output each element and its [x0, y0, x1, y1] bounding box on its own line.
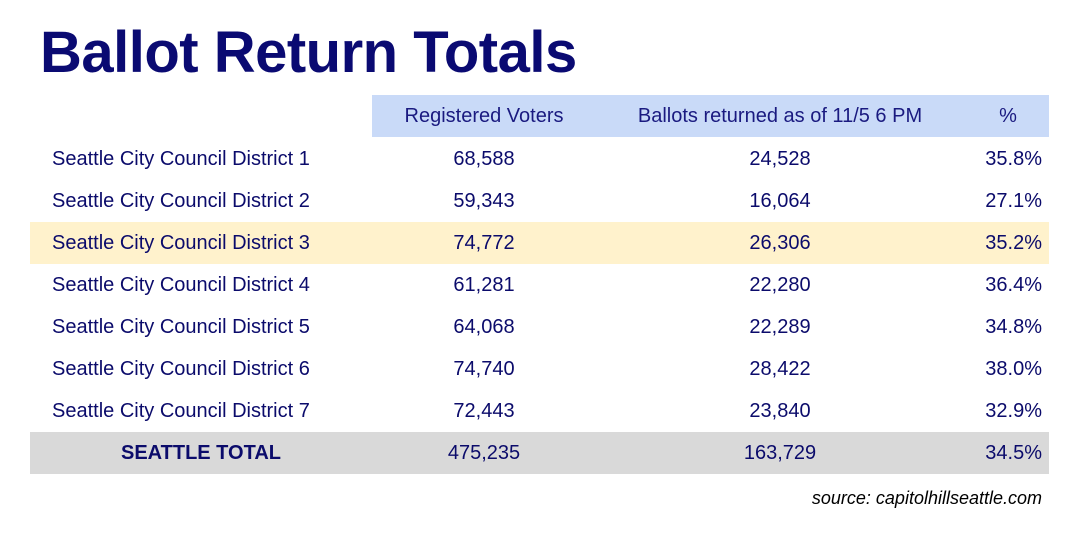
cell: 23,840: [749, 400, 811, 422]
cell: 59,343: [453, 190, 515, 212]
cell: 64,068: [453, 316, 515, 338]
cell: 22,289: [749, 316, 811, 338]
title: Ballot Return Totals: [40, 20, 577, 85]
highlight-band: [30, 222, 1049, 264]
header-cell: Registered Voters: [404, 105, 564, 127]
total-cell: 34.5%: [985, 442, 1042, 464]
cell: 68,588: [453, 148, 515, 170]
row-label: Seattle City Council District 4: [52, 274, 310, 296]
cell: 61,281: [453, 274, 515, 296]
row-label: Seattle City Council District 7: [52, 400, 310, 422]
cell: 28,422: [749, 358, 811, 380]
cell: 72,443: [453, 400, 515, 422]
cell: 34.8%: [985, 316, 1042, 338]
cell: 35.8%: [985, 148, 1042, 170]
row-label: Seattle City Council District 5: [52, 316, 310, 338]
total-cell: 475,235: [447, 442, 521, 464]
cell: 74,772: [453, 232, 515, 254]
header-cell: %: [999, 105, 1017, 127]
row-label: Seattle City Council District 1: [52, 148, 310, 170]
cell: 74,740: [453, 358, 515, 380]
cell: 16,064: [749, 190, 811, 212]
cell: 36.4%: [985, 274, 1042, 296]
cell: 35.2%: [985, 232, 1042, 254]
header-cell: Ballots returned as of 11/5 6 PM: [637, 105, 923, 127]
row-label: Seattle City Council District 6: [52, 358, 310, 380]
row-label: Seattle City Council District 2: [52, 190, 310, 212]
cell: 22,280: [749, 274, 811, 296]
total-cell: 163,729: [743, 442, 817, 464]
cell: 26,306: [749, 232, 811, 254]
total-band: [30, 432, 1049, 474]
cell: 27.1%: [985, 190, 1042, 212]
total-label: SEATTLE TOTAL: [121, 442, 281, 464]
row-label: Seattle City Council District 3: [52, 232, 310, 254]
source: source: capitolhillseattle.com: [811, 488, 1042, 508]
cell: 32.9%: [985, 400, 1042, 422]
header-band: [372, 95, 1049, 137]
cell: 24,528: [749, 148, 811, 170]
cell: 38.0%: [985, 358, 1042, 380]
